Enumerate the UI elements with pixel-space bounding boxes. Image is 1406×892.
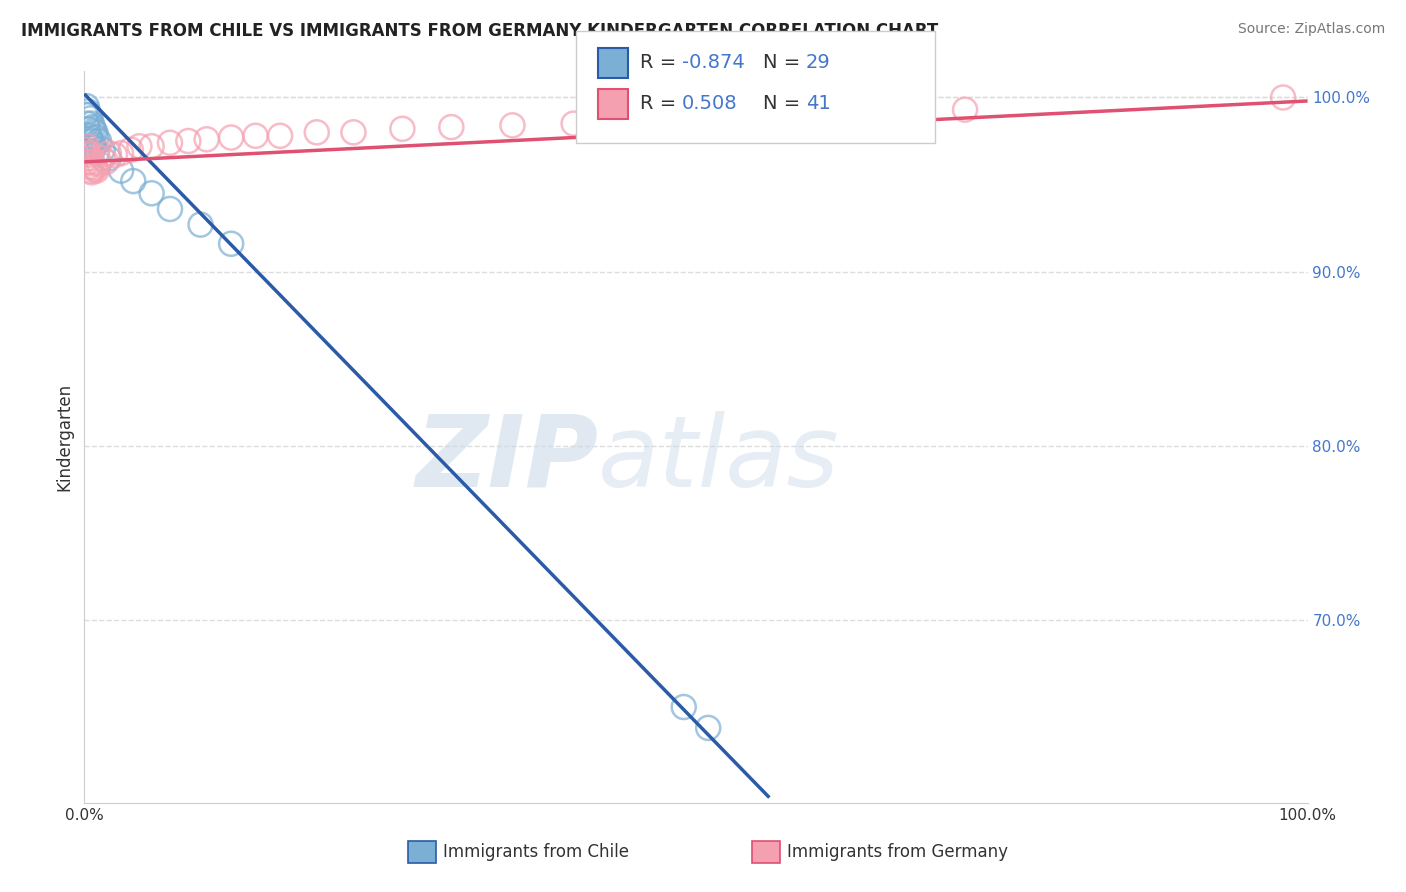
- Point: [97, 146, 120, 161]
- Point: [1272, 90, 1295, 104]
- Point: [440, 120, 463, 134]
- Point: [83, 160, 105, 174]
- Point: [697, 721, 720, 735]
- Point: [269, 128, 291, 143]
- Text: atlas: atlas: [598, 410, 839, 508]
- Text: Immigrants from Chile: Immigrants from Chile: [443, 843, 628, 861]
- Point: [80, 165, 103, 179]
- Point: [79, 112, 101, 126]
- Point: [75, 108, 97, 122]
- Point: [77, 160, 100, 174]
- Point: [80, 134, 103, 148]
- Point: [79, 163, 101, 178]
- Point: [96, 155, 118, 169]
- Point: [77, 148, 100, 162]
- Point: [502, 119, 524, 133]
- Text: N =: N =: [763, 95, 807, 113]
- Point: [219, 236, 242, 251]
- Point: [120, 143, 142, 157]
- Point: [219, 130, 242, 145]
- Point: [76, 117, 98, 131]
- Point: [77, 146, 100, 161]
- Text: -0.874: -0.874: [682, 54, 745, 72]
- Point: [91, 143, 114, 157]
- Point: [97, 152, 120, 166]
- Point: [177, 134, 200, 148]
- Point: [245, 128, 267, 143]
- Point: [80, 155, 103, 169]
- Text: 0.508: 0.508: [682, 95, 738, 113]
- Point: [195, 132, 218, 146]
- Point: [77, 155, 100, 169]
- Point: [562, 117, 585, 131]
- Text: R =: R =: [640, 95, 682, 113]
- Point: [104, 148, 127, 162]
- Point: [75, 143, 97, 157]
- Point: [83, 141, 105, 155]
- Point: [82, 156, 104, 170]
- Point: [82, 120, 104, 134]
- Point: [83, 123, 105, 137]
- Point: [87, 156, 110, 170]
- Point: [122, 174, 145, 188]
- Point: [87, 134, 110, 148]
- Point: [77, 104, 100, 119]
- Point: [84, 125, 107, 139]
- Text: 41: 41: [806, 95, 831, 113]
- Y-axis label: Kindergarten: Kindergarten: [55, 383, 73, 491]
- Point: [79, 152, 101, 166]
- Point: [831, 108, 853, 122]
- Point: [141, 186, 163, 201]
- Point: [91, 152, 114, 166]
- Point: [636, 115, 658, 129]
- Point: [76, 152, 98, 166]
- Point: [391, 121, 413, 136]
- Point: [84, 161, 107, 176]
- Text: Immigrants from Germany: Immigrants from Germany: [787, 843, 1008, 861]
- Text: 29: 29: [806, 54, 831, 72]
- Point: [79, 132, 101, 146]
- Point: [77, 128, 100, 143]
- Point: [721, 112, 744, 126]
- Text: ZIP: ZIP: [415, 410, 598, 508]
- Point: [80, 117, 103, 131]
- Point: [77, 121, 100, 136]
- Point: [190, 218, 212, 232]
- Point: [953, 103, 976, 117]
- Point: [77, 108, 100, 122]
- Point: [110, 146, 132, 161]
- Text: IMMIGRANTS FROM CHILE VS IMMIGRANTS FROM GERMANY KINDERGARTEN CORRELATION CHART: IMMIGRANTS FROM CHILE VS IMMIGRANTS FROM…: [21, 22, 938, 40]
- Point: [141, 139, 163, 153]
- Point: [128, 139, 150, 153]
- Point: [159, 202, 181, 216]
- Point: [82, 137, 104, 152]
- Point: [305, 125, 328, 139]
- Text: R =: R =: [640, 54, 682, 72]
- Point: [76, 139, 98, 153]
- Point: [86, 146, 108, 161]
- Point: [672, 700, 695, 714]
- Point: [110, 163, 132, 178]
- Point: [86, 130, 108, 145]
- Point: [159, 136, 181, 150]
- Point: [76, 99, 98, 113]
- Point: [342, 125, 364, 139]
- Point: [86, 163, 108, 178]
- Text: Source: ZipAtlas.com: Source: ZipAtlas.com: [1237, 22, 1385, 37]
- Text: N =: N =: [763, 54, 807, 72]
